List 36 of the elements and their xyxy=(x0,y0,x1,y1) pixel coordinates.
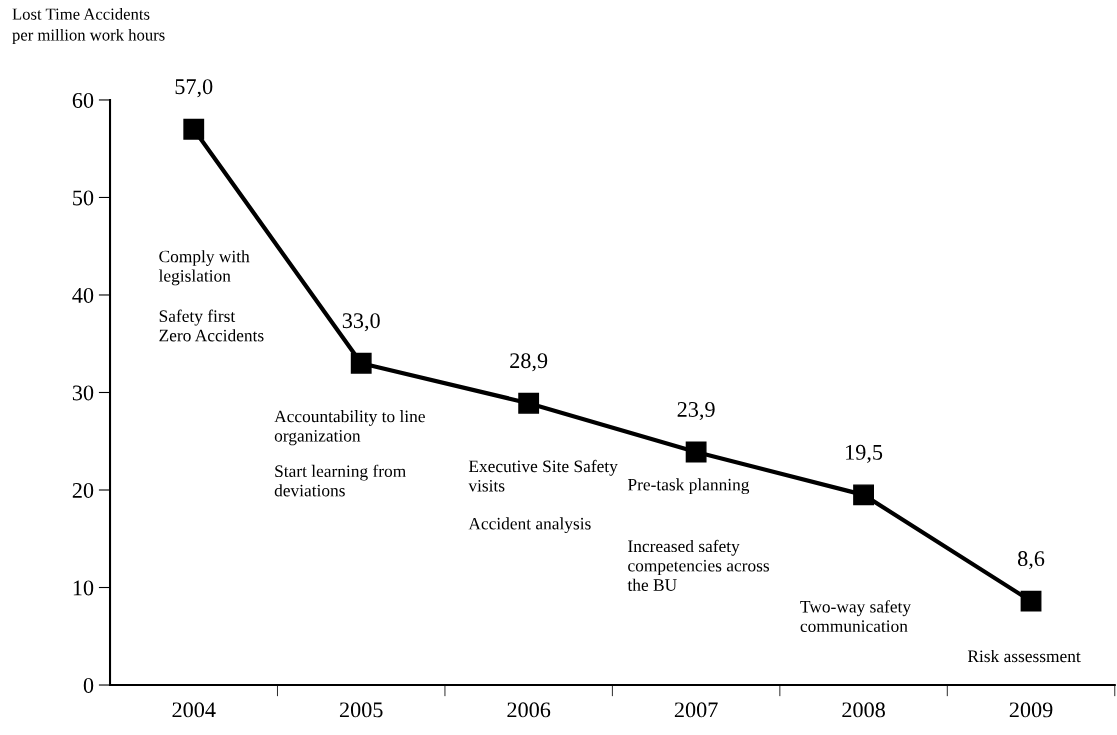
y-tick-label: 60 xyxy=(72,92,94,108)
annotation: Risk assessment xyxy=(967,649,1081,663)
data-label: 23,9 xyxy=(677,401,715,421)
annotation: Start learning from deviations xyxy=(274,464,406,497)
y-axis-title: Lost Time Accidents per million work hours xyxy=(12,8,165,45)
annotation: Accident analysis xyxy=(468,517,591,534)
data-label: 57,0 xyxy=(175,79,213,98)
point xyxy=(183,118,205,140)
y-tick-label: 10 xyxy=(73,580,94,596)
y-tick-label: 20 xyxy=(72,482,94,498)
x-tick-label: 2006 xyxy=(507,702,551,718)
x-tick-label: 2005 xyxy=(339,702,383,718)
x-tick-label: 2007 xyxy=(674,702,718,718)
data-label: 33,0 xyxy=(342,313,380,332)
annotation: Safety first Zero Accidents xyxy=(159,309,264,342)
annotation: Pre-task planning xyxy=(627,478,750,495)
data-label: 28,9 xyxy=(510,353,548,372)
annotation: Two-way safety communication xyxy=(800,600,911,632)
annotation: Accountability to line organization xyxy=(274,410,425,446)
point xyxy=(1020,590,1042,612)
annotation: Increased safety competencies across the BU xyxy=(627,539,770,591)
point xyxy=(853,484,874,506)
data-label: 8,6 xyxy=(1018,551,1045,570)
y-tick-label: 40 xyxy=(72,287,94,303)
y-tick-label: 30 xyxy=(72,385,94,401)
y-tick-label: 50 xyxy=(73,190,94,206)
y-tick-label: 0 xyxy=(83,677,94,693)
x-tick-label: 2008 xyxy=(842,702,885,718)
data-label: 19,5 xyxy=(846,444,883,463)
annotation: Executive Site Safety visits xyxy=(468,459,618,492)
point xyxy=(518,392,540,414)
point xyxy=(350,352,372,374)
point xyxy=(685,441,707,463)
x-tick-label: 2004 xyxy=(172,702,216,718)
x-tick-label: 2009 xyxy=(1009,702,1053,718)
annotation: Comply with legislation xyxy=(158,250,250,286)
